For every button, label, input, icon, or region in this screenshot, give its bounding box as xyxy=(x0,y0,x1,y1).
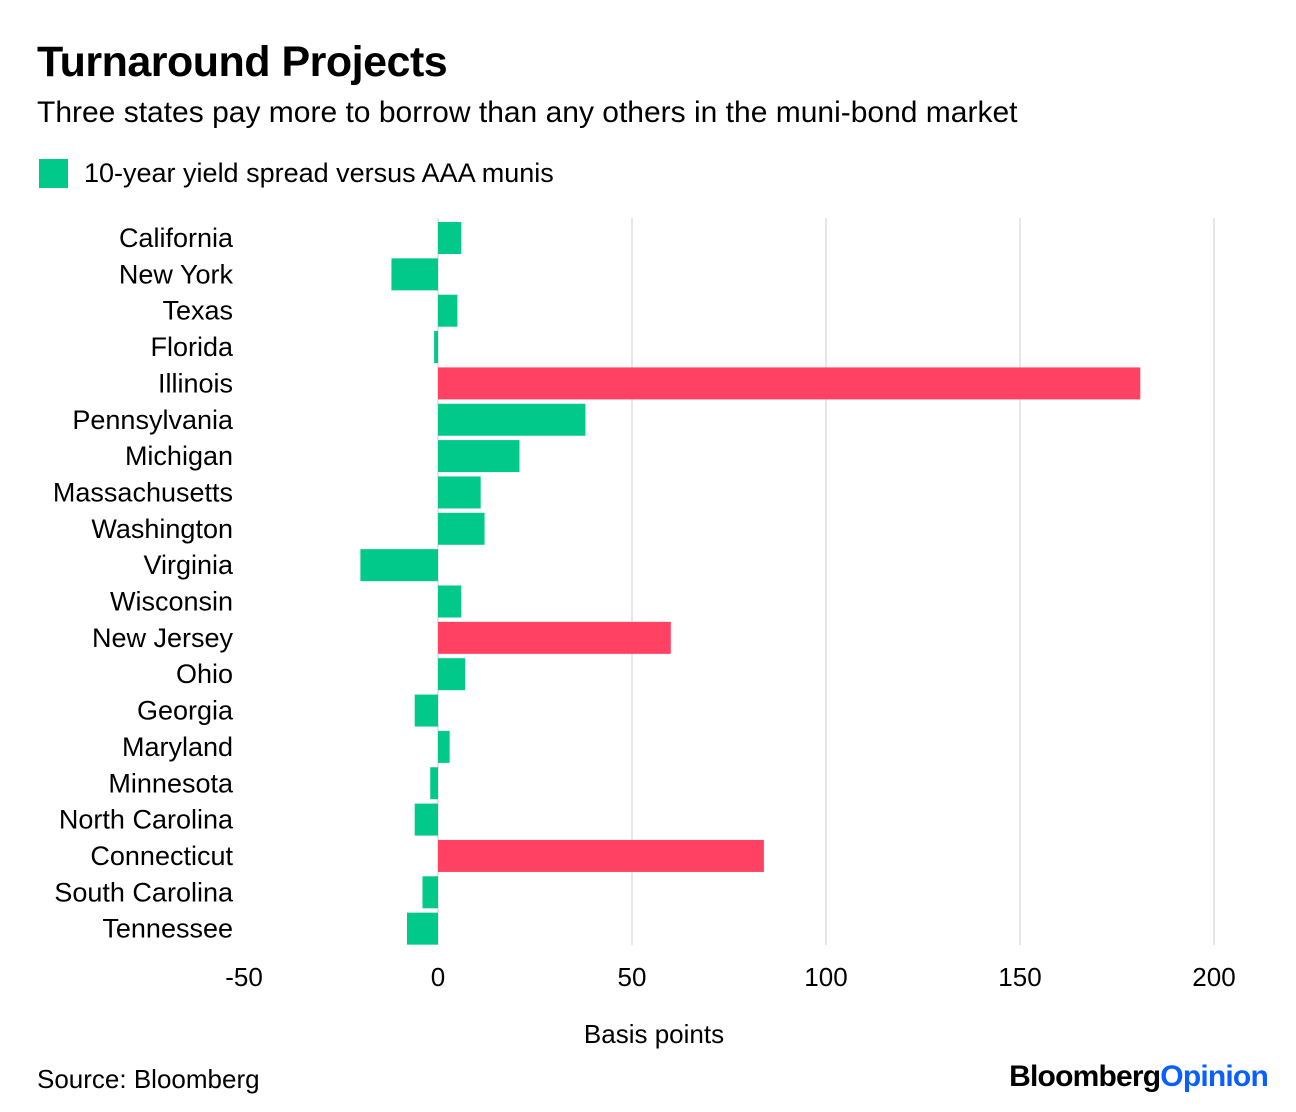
x-tick-label: 0 xyxy=(431,962,445,992)
bar-illinois xyxy=(438,367,1141,400)
bar-south-carolina xyxy=(422,876,438,909)
category-label-michigan: Michigan xyxy=(125,441,233,471)
bloomberg-opinion-logo: BloombergOpinion xyxy=(1009,1060,1269,1094)
category-label-virginia: Virginia xyxy=(143,550,234,580)
x-tick-labels: -50 0 50 100 150 200 xyxy=(225,962,1235,992)
category-label-north-carolina: North Carolina xyxy=(59,805,234,835)
category-label-wisconsin: Wisconsin xyxy=(110,587,233,617)
bar-wisconsin xyxy=(438,585,462,618)
bar-florida xyxy=(434,331,438,364)
chart-subtitle: Three states pay more to borrow than any… xyxy=(37,96,1018,129)
category-label-california: California xyxy=(119,223,234,253)
bar-north-carolina xyxy=(414,803,438,836)
bar-connecticut xyxy=(438,839,764,872)
category-label-south-carolina: South Carolina xyxy=(54,877,234,907)
bar-new-jersey xyxy=(438,621,671,654)
category-label-massachusetts: Massachusetts xyxy=(53,477,233,507)
bar-washington xyxy=(438,512,485,545)
category-label-georgia: Georgia xyxy=(137,696,234,726)
x-tick-label: -50 xyxy=(225,962,263,992)
x-tick-label: 150 xyxy=(998,962,1041,992)
bar-pennsylvania xyxy=(438,403,586,436)
category-label-washington: Washington xyxy=(91,514,233,544)
bars xyxy=(360,222,1141,945)
category-label-florida: Florida xyxy=(150,332,234,362)
category-label-tennessee: Tennessee xyxy=(102,914,233,944)
category-labels: California New York Texas Florida Illinois Pe… xyxy=(53,223,234,944)
bar-texas xyxy=(438,294,458,327)
category-label-connecticut: Connecticut xyxy=(90,841,233,871)
category-label-maryland: Maryland xyxy=(122,732,233,762)
x-axis-label: Basis points xyxy=(584,1019,724,1049)
bar-minnesota xyxy=(430,767,438,800)
source-note: Source: Bloomberg xyxy=(37,1064,260,1094)
bar-new-york xyxy=(391,258,438,291)
bar-ohio xyxy=(438,658,466,691)
bar-massachusetts xyxy=(438,476,481,509)
legend: 10-year yield spread versus AAA munis xyxy=(39,158,554,189)
category-label-minnesota: Minnesota xyxy=(108,768,234,798)
bar-maryland xyxy=(438,730,450,763)
brand-opinion: Opinion xyxy=(1160,1060,1269,1093)
bar-tennessee xyxy=(406,912,438,945)
bar-california xyxy=(438,222,462,254)
bar-virginia xyxy=(360,549,438,582)
category-label-ohio: Ohio xyxy=(176,659,233,689)
bar-michigan xyxy=(438,440,520,473)
legend-label: 10-year yield spread versus AAA munis xyxy=(84,158,554,188)
chart-title: Turnaround Projects xyxy=(37,38,448,86)
category-label-new-york: New York xyxy=(119,259,234,289)
category-label-illinois: Illinois xyxy=(158,368,233,398)
brand-bloomberg: Bloomberg xyxy=(1009,1060,1161,1093)
bar-georgia xyxy=(414,694,438,727)
x-tick-label: 100 xyxy=(804,962,847,992)
gridlines xyxy=(437,218,1215,945)
category-label-new-jersey: New Jersey xyxy=(92,623,234,653)
x-tick-label: 200 xyxy=(1192,962,1235,992)
category-label-texas: Texas xyxy=(162,296,233,326)
x-tick-label: 50 xyxy=(618,962,647,992)
legend-swatch xyxy=(39,159,68,188)
category-label-pennsylvania: Pennsylvania xyxy=(72,405,234,435)
